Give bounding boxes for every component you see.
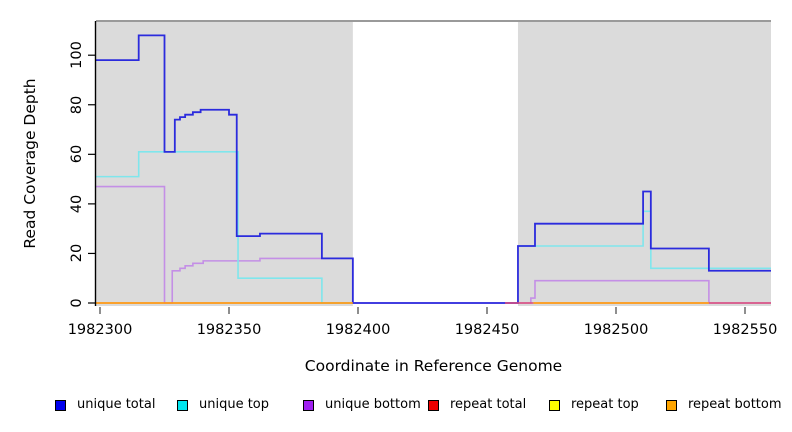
legend-label-unique-top: unique top <box>199 397 270 412</box>
legend-item-unique-top: unique top <box>177 397 269 413</box>
y-tick-label: 60 <box>69 145 85 164</box>
plot-top-border <box>96 20 771 22</box>
legend-item-repeat-total: repeat total <box>428 397 526 413</box>
legend-label-repeat-total: repeat total <box>450 397 527 412</box>
series-unique-bottom-line <box>96 185 771 304</box>
x-tick-label: 1982450 <box>454 322 520 338</box>
plot-bg-region <box>96 21 353 306</box>
x-tick-label: 1982300 <box>67 322 133 338</box>
legend-swatch-unique-total <box>55 399 66 411</box>
legend-item-unique-total: unique total <box>55 397 155 413</box>
legend-item-unique-bottom: unique bottom <box>303 397 421 413</box>
legend-label-repeat-top: repeat top <box>571 397 639 412</box>
y-tick-label: 80 <box>69 95 85 114</box>
x-tick-label: 1982350 <box>196 322 262 338</box>
series-unique-top-line <box>517 210 771 270</box>
legend-label-repeat-bottom: repeat bottom <box>688 397 782 412</box>
legend-item-repeat-top: repeat top <box>549 397 639 413</box>
y-tick-label: 20 <box>69 244 85 263</box>
x-axis-title: Coordinate in Reference Genome <box>304 357 563 375</box>
y-tick-label: 40 <box>69 194 85 214</box>
y-tick-label: 100 <box>69 41 85 70</box>
x-tick-label: 1982400 <box>325 322 391 338</box>
series-unique-top-line <box>96 151 353 304</box>
legend-swatch-unique-top <box>177 399 188 411</box>
legend-swatch-unique-bottom <box>303 399 314 411</box>
legend-swatch-repeat-bottom <box>666 399 677 411</box>
plot-bg-region <box>517 21 771 306</box>
x-tick-label: 1982550 <box>712 322 778 338</box>
legend-label-unique-bottom: unique bottom <box>325 397 421 412</box>
x-tick-label: 1982500 <box>583 322 649 338</box>
legend-swatch-repeat-top <box>549 399 560 411</box>
y-tick-label: 0 <box>69 298 85 308</box>
y-axis-title: Read Coverage Depth <box>21 78 39 249</box>
series-unique-total-line <box>96 34 771 304</box>
legend-swatch-repeat-total <box>428 399 439 411</box>
legend-item-repeat-bottom: repeat bottom <box>666 397 782 413</box>
legend-label-unique-total: unique total <box>77 397 156 412</box>
legend: unique total unique top unique bottom repea… <box>0 0 792 412</box>
